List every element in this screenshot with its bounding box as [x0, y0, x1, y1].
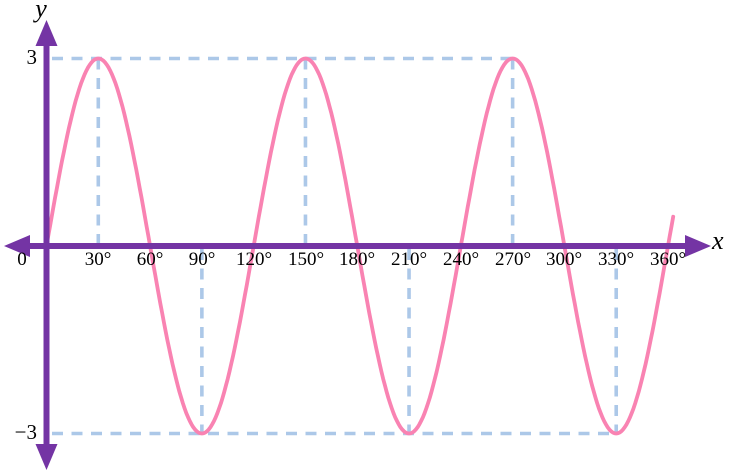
- x-tick-label-210: 210°: [390, 249, 428, 270]
- y-axis-top-arrow-icon: [35, 20, 58, 46]
- x-tick-label-60: 60°: [136, 249, 164, 270]
- sine-curve: [44, 56, 676, 436]
- x-axis-right-arrow-icon: [685, 235, 711, 257]
- x-axis-label: x: [712, 226, 724, 255]
- x-tick-label-180: 180°: [338, 249, 376, 270]
- x-tick-label-240: 240°: [442, 249, 480, 270]
- y-min-tick-label: −3: [14, 420, 37, 444]
- x-tick-label-90: 90°: [188, 249, 216, 270]
- x-tick-label-120: 120°: [235, 249, 273, 270]
- x-tick-label-150: 150°: [287, 249, 325, 270]
- x-tick-label-360: 360°: [649, 249, 687, 270]
- x-tick-label-300: 300°: [545, 249, 583, 270]
- x-tick-label-0: 0: [17, 249, 27, 270]
- y-max-tick-label: 3: [26, 45, 38, 69]
- x-tick-label-270: 270°: [494, 249, 532, 270]
- y-axis-bottom-arrow-icon: [35, 444, 58, 470]
- x-axis-left-arrow-icon: [4, 235, 30, 257]
- y-axis-label: y: [35, 0, 47, 23]
- x-tick-label-330: 330°: [597, 249, 635, 270]
- x-tick-label-30: 30°: [84, 249, 112, 270]
